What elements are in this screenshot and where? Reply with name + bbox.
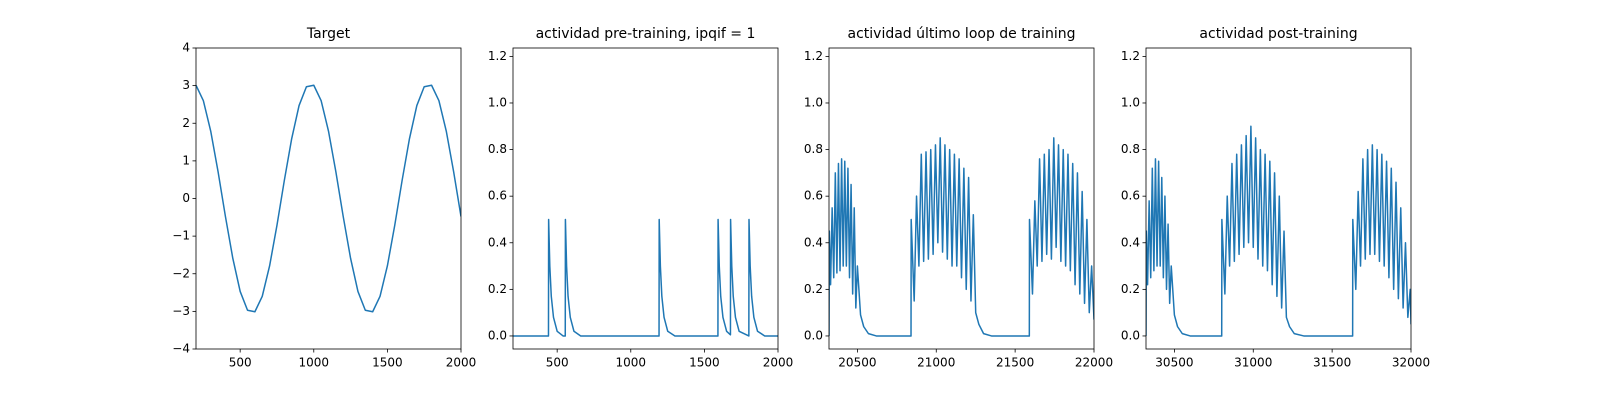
y-tick-label: 4 [182, 41, 190, 55]
data-line [1146, 125, 1411, 337]
y-tick-label: 0.6 [488, 189, 507, 203]
y-tick-label: 3 [182, 78, 190, 92]
y-tick-label: 1.0 [488, 95, 507, 109]
x-tick-label: 2000 [763, 356, 794, 370]
data-line [513, 218, 778, 337]
axes-frame [512, 47, 779, 350]
y-tick-label: 0.0 [804, 328, 823, 342]
y-tick-label: 2 [182, 116, 190, 130]
x-tick-label: 21500 [996, 356, 1034, 370]
y-tick-label: −1 [172, 229, 190, 243]
chart-title: actividad pre-training, ipqif = 1 [536, 26, 756, 42]
y-tick-label: 1 [182, 153, 190, 167]
y-tick-label: 0.8 [804, 142, 823, 156]
y-tick-label: 0.0 [488, 328, 507, 342]
x-tick-label: 31500 [1313, 356, 1351, 370]
y-tick-label: 0.4 [804, 235, 823, 249]
x-tick-label: 22000 [1075, 356, 1113, 370]
x-tick-label: 21000 [917, 356, 955, 370]
y-tick-label: 0.6 [1121, 189, 1140, 203]
axes-frame [195, 47, 462, 350]
y-tick-label: 0 [182, 191, 190, 205]
x-tick-label: 30500 [1155, 356, 1193, 370]
axes-frame [1145, 47, 1412, 350]
y-tick-label: 0.8 [488, 142, 507, 156]
y-tick-label: 1.2 [1121, 49, 1140, 63]
x-tick-label: 31000 [1234, 356, 1272, 370]
y-tick-label: 1.0 [1121, 95, 1140, 109]
y-tick-label: −3 [172, 304, 190, 318]
y-tick-label: 0.2 [488, 282, 507, 296]
y-tick-label: 0.2 [1121, 282, 1140, 296]
y-tick-label: 1.2 [804, 49, 823, 63]
chart-title: Target [306, 26, 351, 42]
y-tick-label: 1.0 [804, 95, 823, 109]
y-tick-label: 0.2 [804, 282, 823, 296]
x-tick-label: 500 [546, 356, 569, 370]
x-tick-label: 1000 [616, 356, 647, 370]
y-tick-label: 0.8 [1121, 142, 1140, 156]
axes-frame [828, 47, 1095, 350]
x-tick-label: 1500 [372, 356, 403, 370]
x-tick-label: 1500 [689, 356, 720, 370]
y-tick-label: 0.6 [804, 189, 823, 203]
x-tick-label: 500 [229, 356, 252, 370]
y-tick-label: 0.0 [1121, 328, 1140, 342]
y-tick-label: −4 [172, 342, 190, 356]
chart-title: actividad post-training [1199, 26, 1357, 42]
y-tick-label: 0.4 [488, 235, 507, 249]
y-tick-label: −2 [172, 266, 190, 280]
y-tick-label: 0.4 [1121, 235, 1140, 249]
data-line [196, 84, 461, 313]
x-tick-label: 2000 [446, 356, 477, 370]
data-line [829, 137, 1094, 337]
x-tick-label: 1000 [299, 356, 330, 370]
y-tick-label: 1.2 [488, 49, 507, 63]
x-tick-label: 32000 [1392, 356, 1430, 370]
chart-title: actividad último loop de training [848, 26, 1076, 42]
x-tick-label: 20500 [838, 356, 876, 370]
